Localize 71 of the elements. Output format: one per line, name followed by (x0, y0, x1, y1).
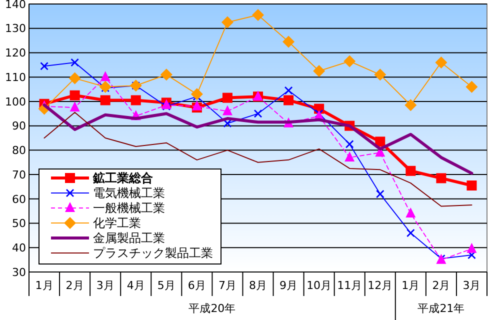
point (376, 190, 384, 198)
x-tick-label: 4月 (126, 279, 145, 292)
point (346, 140, 354, 148)
point (313, 65, 326, 77)
x-tick-label: 1月 (402, 279, 420, 292)
y-tick-label: 80 (12, 144, 26, 158)
legend-label: 電気機械工業 (93, 186, 165, 200)
y-tick-label: 40 (12, 241, 26, 254)
point (406, 229, 415, 238)
legend-label: 化学工業 (93, 216, 141, 230)
point (100, 95, 110, 106)
y-tick-label: 60 (12, 192, 26, 206)
point (406, 166, 416, 176)
point (375, 136, 386, 147)
point (222, 92, 232, 103)
point (374, 68, 386, 81)
x-tick-label: 6月 (188, 279, 206, 292)
point (70, 90, 80, 100)
point (284, 86, 293, 94)
point (466, 180, 477, 191)
point (190, 88, 203, 100)
text: 平成20年 (188, 302, 236, 315)
x-tick-label: 1月 (35, 279, 54, 292)
y-tick-label: 50 (12, 217, 26, 230)
point (254, 110, 262, 118)
point (221, 16, 234, 28)
point (192, 100, 202, 110)
point (466, 242, 477, 253)
point (406, 208, 416, 218)
point (100, 71, 110, 82)
point (160, 68, 172, 81)
point (252, 8, 264, 21)
x-tick-label: 3月 (462, 279, 481, 292)
point (282, 36, 295, 48)
point (70, 58, 79, 66)
point (344, 151, 355, 162)
point (40, 62, 48, 70)
point (68, 72, 81, 84)
x-tick-label: 10月 (306, 279, 332, 292)
x-tick-label: 7月 (218, 279, 236, 292)
text: 平成21年 (418, 302, 465, 315)
point (435, 56, 448, 68)
x-tick-label: 5月 (157, 279, 176, 292)
point (99, 80, 112, 93)
legend-label: 鉱工業総合 (92, 171, 154, 186)
y-tick-label: 90 (12, 120, 26, 133)
legend-label: プラスチック製品工業 (93, 246, 213, 260)
y-tick-label: 140 (5, 0, 26, 11)
x-tick-label: 9月 (280, 279, 298, 292)
y-tick-label: 110 (5, 70, 26, 84)
y-tick-label: 100 (5, 95, 26, 108)
y-tick-label: 120 (5, 46, 26, 60)
point (70, 102, 80, 112)
point (222, 105, 232, 116)
x-tick-label: 11月 (337, 279, 362, 292)
point (436, 173, 446, 184)
x-tick-label: 2月 (432, 279, 450, 292)
point (344, 55, 356, 68)
x-tick-label: 12月 (368, 279, 393, 292)
x-tick-label: 3月 (96, 279, 114, 292)
y-tick-label: 130 (5, 22, 26, 36)
point (466, 80, 478, 93)
x-tick-label: 2月 (66, 279, 84, 292)
y-tick-label: 70 (12, 168, 26, 182)
point (130, 95, 141, 106)
point (284, 95, 294, 106)
legend-label: 一般機械工業 (93, 201, 165, 216)
point (404, 99, 417, 112)
x-tick-label: 8月 (249, 279, 267, 292)
legend-label: 金属製品工業 (93, 231, 165, 246)
y-tick-label: 30 (12, 266, 26, 279)
